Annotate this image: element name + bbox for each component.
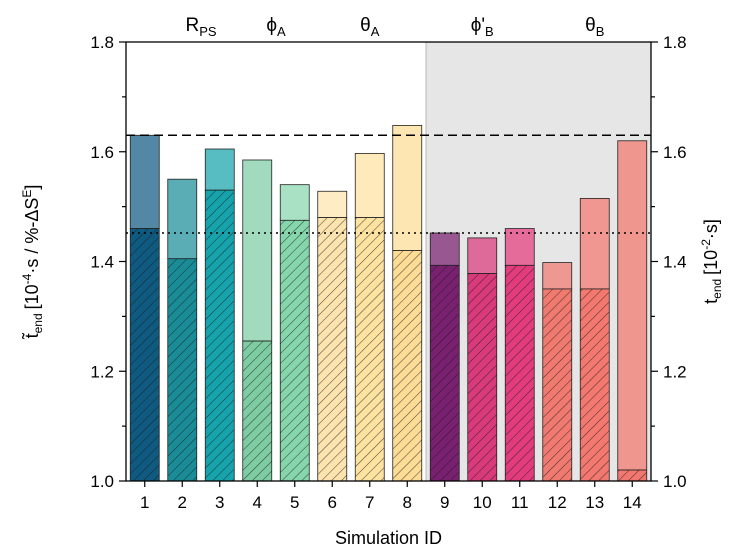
group-label: RPS — [185, 15, 216, 39]
x-tick-label: 6 — [328, 493, 337, 512]
y-left-close: ] — [22, 185, 42, 190]
x-tick-label: 1 — [140, 493, 149, 512]
bar-hatch-8 — [392, 250, 422, 481]
shaded-region — [426, 42, 651, 481]
x-tick-label: 12 — [548, 493, 567, 512]
group-label: θA — [360, 15, 380, 39]
bar-upper-10 — [467, 237, 498, 274]
y-axis-left-title: t̃end [10-4·s / %-ΔSE] — [20, 185, 45, 340]
group-label: θB — [585, 15, 604, 39]
y-axis-right-title: tend [10-2·s] — [699, 219, 724, 304]
bar-hatch-2 — [167, 258, 197, 481]
bar-hatch-10 — [467, 273, 497, 481]
y-left-symbol: t̃ — [22, 332, 42, 340]
y-right-close: ·s] — [701, 219, 721, 239]
x-tick-label: 9 — [440, 493, 449, 512]
y-tick-label-right: 1.4 — [663, 253, 687, 272]
y-tick-label-left: 1.4 — [90, 253, 114, 272]
bar-upper-14 — [617, 140, 648, 471]
y-left-exp1: -4 — [20, 273, 34, 284]
x-tick-label: 5 — [290, 493, 299, 512]
bar-hatch-1 — [130, 228, 160, 481]
bar-upper-9 — [429, 232, 460, 266]
bar-upper-11 — [504, 228, 535, 266]
x-tick-label: 3 — [215, 493, 224, 512]
bar-upper-5 — [279, 184, 310, 221]
y-tick-label-left: 1.8 — [90, 33, 114, 52]
y-tick-label-right: 1.6 — [663, 143, 687, 162]
x-axis-title: Simulation ID — [335, 528, 442, 548]
bar-upper-7 — [354, 152, 385, 219]
x-tick-label: 7 — [365, 493, 374, 512]
x-tick-label: 14 — [623, 493, 642, 512]
bar-hatch-4 — [242, 341, 272, 481]
bar-upper-1 — [129, 134, 160, 229]
bar-hatch-3 — [205, 190, 235, 481]
y-left-mid: ·s / %-ΔS — [22, 198, 42, 274]
y-tick-label-left: 1.0 — [90, 472, 114, 491]
y-left-units: [10 — [22, 284, 42, 309]
bar-hatch-6 — [317, 217, 347, 481]
y-tick-label-left: 1.6 — [90, 143, 114, 162]
y-tick-label-left: 1.2 — [90, 362, 114, 381]
y-tick-label-right: 1.8 — [663, 33, 687, 52]
bar-upper-12 — [542, 262, 573, 290]
y-tick-label-right: 1.0 — [663, 472, 687, 491]
bar-hatch-9 — [430, 265, 460, 481]
group-label: ϕ'B — [471, 15, 494, 39]
bar-hatch-12 — [542, 288, 572, 481]
bar-hatch-7 — [355, 217, 385, 481]
bar-upper-6 — [317, 190, 348, 218]
x-tick-label: 8 — [403, 493, 412, 512]
bar-upper-4 — [242, 159, 273, 342]
bar-upper-3 — [204, 148, 235, 191]
y-right-sub: end — [710, 279, 724, 299]
bar-hatch-13 — [580, 288, 610, 481]
y-left-exp2: E — [20, 190, 34, 198]
group-label: ϕA — [266, 15, 286, 39]
bar-hatch-11 — [505, 265, 535, 481]
y-tick-label-right: 1.2 — [663, 362, 687, 381]
x-tick-label: 10 — [473, 493, 492, 512]
bar-upper-13 — [579, 197, 610, 290]
x-tick-label: 2 — [178, 493, 187, 512]
x-tick-label: 11 — [511, 493, 529, 512]
x-tick-label: 4 — [253, 493, 262, 512]
bar-hatch-14 — [617, 470, 647, 481]
y-right-symbol: t — [701, 299, 721, 304]
bar-hatch-5 — [280, 220, 310, 481]
bar-upper-2 — [167, 178, 198, 260]
y-right-exp: -2 — [699, 239, 713, 250]
y-right-units: [10 — [701, 250, 721, 275]
bar-upper-8 — [392, 125, 423, 251]
x-tick-label: 13 — [585, 493, 604, 512]
y-left-sub: end — [31, 313, 45, 333]
